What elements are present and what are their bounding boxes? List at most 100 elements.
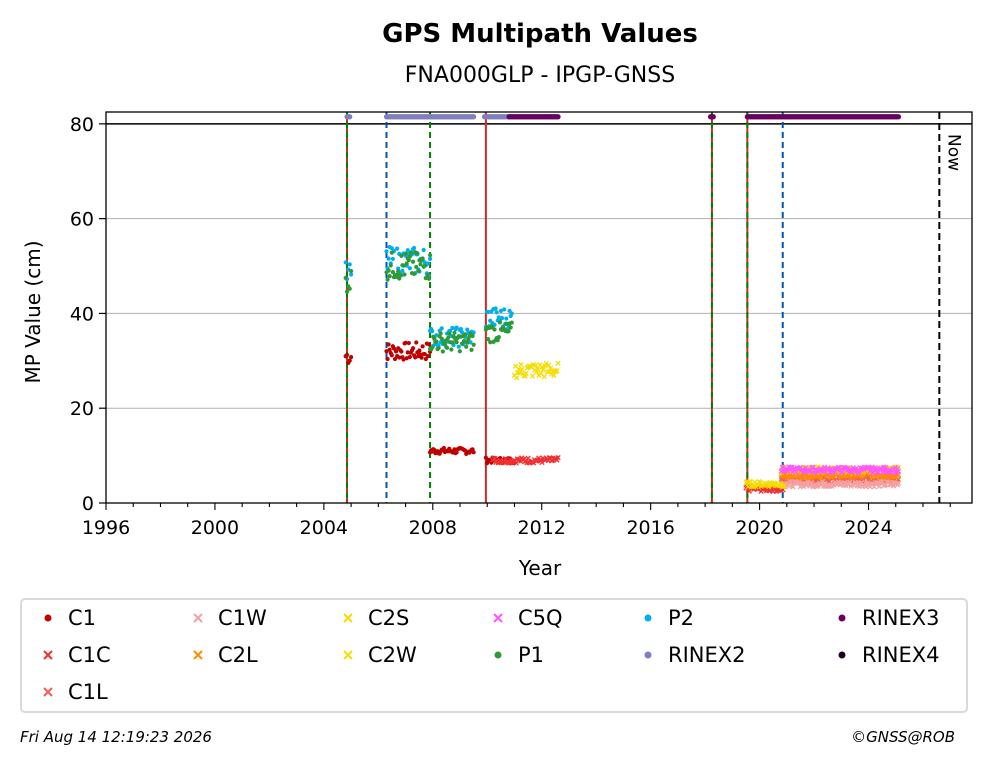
- data-point: [348, 272, 354, 277]
- data-point: [388, 263, 393, 268]
- x-tick-label: 1996: [82, 517, 130, 539]
- data-point: [497, 320, 503, 325]
- data-point: [427, 253, 433, 258]
- data-point: [418, 262, 423, 267]
- data-point: [347, 114, 353, 120]
- data-point: [414, 264, 419, 270]
- dot-marker-icon: [38, 608, 58, 628]
- cross-marker-icon: [338, 608, 358, 628]
- data-point: [397, 276, 402, 281]
- data-point: [450, 340, 455, 345]
- data-point: [468, 340, 473, 345]
- data-point: [509, 311, 514, 316]
- legend-item-rinex2: RINEX2: [638, 641, 746, 669]
- data-point: [492, 327, 497, 332]
- data-point: [464, 344, 469, 349]
- data-point: [389, 246, 394, 251]
- data-point: [389, 353, 394, 358]
- data-point: [710, 114, 716, 120]
- x-tick-label: 2016: [626, 517, 674, 539]
- data-point: [441, 445, 446, 451]
- legend: C1 C1C C1L C1W C2L C2S C2W C5Q P1 P2 RINEX2 RINEX3 R…: [20, 598, 968, 713]
- data-point: [423, 356, 428, 362]
- data-point: [551, 372, 557, 379]
- data-point: [513, 375, 520, 381]
- data-point: [518, 361, 524, 368]
- data-point: [430, 345, 435, 350]
- data-point: [498, 308, 504, 313]
- data-point: [449, 347, 454, 352]
- data-point: [415, 251, 420, 256]
- data-point: [470, 333, 475, 339]
- data-point: [425, 261, 431, 266]
- cross-marker-icon: [188, 608, 208, 628]
- x-tick-label: 2004: [300, 517, 348, 539]
- data-point: [389, 250, 394, 255]
- data-point: [895, 480, 902, 486]
- chart: GPS Multipath Values FNA000GLP - IPGP-GN…: [21, 19, 973, 580]
- data-point: [405, 248, 410, 253]
- legend-item-c2l: C2L: [188, 641, 258, 669]
- series-c1c: [490, 454, 787, 495]
- data-point: [391, 346, 397, 351]
- data-point: [504, 316, 509, 321]
- data-point: [347, 358, 352, 363]
- data-point: [412, 271, 417, 276]
- data-point: [384, 349, 389, 354]
- data-point: [440, 349, 445, 354]
- data-point: [485, 309, 491, 315]
- data-point: [384, 249, 389, 254]
- data-point: [446, 335, 451, 340]
- data-point: [425, 272, 431, 278]
- data-point: [434, 333, 439, 338]
- dot-marker-icon: [832, 608, 852, 628]
- now-label: Now: [943, 134, 963, 171]
- series-rinex3: [506, 114, 902, 120]
- y-tick-label: 60: [70, 209, 94, 231]
- data-point: [386, 342, 391, 347]
- legend-label: C1L: [68, 680, 108, 704]
- data-point: [454, 325, 459, 330]
- data-point: [471, 450, 476, 455]
- legend-item-p1: P1: [488, 641, 544, 669]
- data-point: [405, 350, 410, 355]
- data-point: [442, 342, 448, 347]
- data-point: [876, 483, 883, 490]
- legend-item-c1c: C1C: [38, 641, 111, 669]
- data-point: [410, 346, 416, 351]
- data-point: [491, 455, 497, 462]
- series-c1w: [778, 478, 902, 490]
- data-point: [439, 336, 444, 341]
- data-point: [555, 454, 561, 461]
- data-point: [432, 336, 437, 341]
- data-point: [421, 247, 426, 253]
- legend-item-c5q: C5Q: [488, 604, 563, 632]
- series-rinex2: [344, 114, 512, 120]
- data-point: [404, 356, 409, 361]
- legend-label: C1W: [218, 606, 267, 630]
- x-tick-label: 2012: [518, 517, 566, 539]
- data-point: [457, 349, 462, 354]
- legend-label: RINEX2: [668, 643, 746, 667]
- data-point: [386, 268, 391, 273]
- data-point: [493, 306, 498, 311]
- data-point: [796, 479, 802, 485]
- data-point: [785, 474, 791, 481]
- data-point: [452, 330, 457, 335]
- legend-label: C1C: [68, 643, 111, 667]
- data-point: [396, 269, 401, 274]
- legend-item-c1l: C1L: [38, 678, 108, 706]
- series-c2w: [511, 360, 787, 490]
- data-point: [430, 329, 435, 334]
- data-point: [417, 348, 422, 353]
- data-point: [385, 356, 390, 362]
- data-point: [403, 251, 408, 256]
- data-point: [420, 256, 425, 261]
- legend-item-p2: P2: [638, 604, 694, 632]
- cross-marker-icon: [38, 645, 58, 665]
- credit: ©GNSS@ROB: [851, 728, 955, 746]
- data-point: [450, 325, 455, 331]
- plot-area: 0 20 40 60 80 1996 2000 2004 2008 2012 2016 2020 202…: [70, 111, 973, 539]
- data-point: [523, 370, 529, 377]
- plot-frame: [105, 111, 973, 504]
